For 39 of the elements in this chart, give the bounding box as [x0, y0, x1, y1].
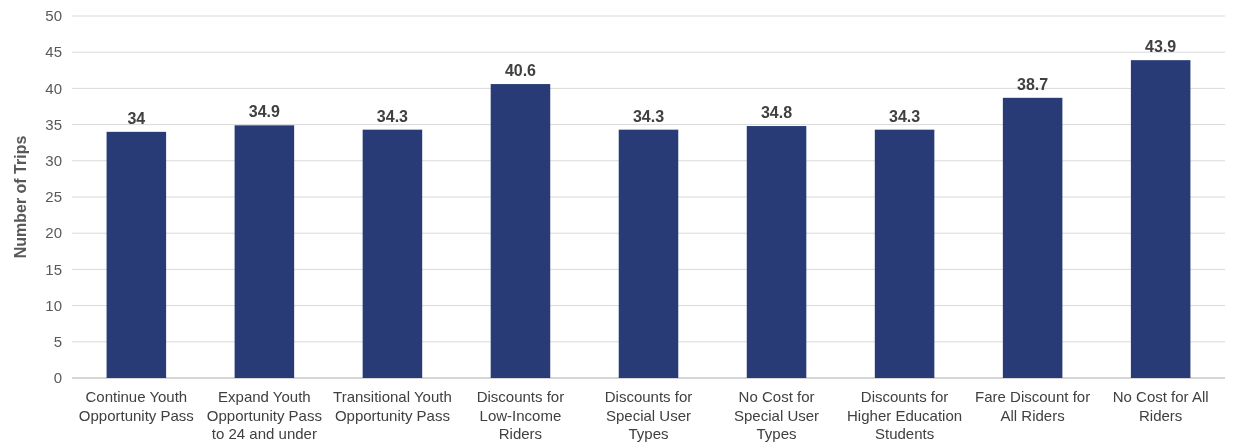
- y-tick-label: 20: [45, 224, 62, 242]
- bar: [234, 125, 295, 378]
- bar: [874, 129, 935, 378]
- y-tick-label: 45: [45, 43, 62, 61]
- x-tick-label: Fare Discount for All Riders: [975, 388, 1091, 424]
- bar: [1130, 60, 1191, 378]
- x-tick-label: Discounts for Special User Types: [604, 388, 693, 442]
- y-tick-label: 5: [53, 333, 62, 351]
- data-label: 43.9: [1145, 38, 1177, 56]
- data-label: 34.3: [889, 107, 921, 125]
- y-tick-label: 40: [45, 79, 62, 97]
- x-tick-label: Discounts for Low-Income Riders: [476, 388, 565, 442]
- x-tick-label: Continue Youth Opportunity Pass: [78, 388, 194, 424]
- data-label: 40.6: [504, 62, 537, 80]
- data-label: 38.7: [1017, 75, 1049, 93]
- x-tick-label: Expand Youth Opportunity Pass to 24 and under: [206, 388, 322, 442]
- bar: [1002, 97, 1063, 378]
- y-tick-label: 35: [45, 115, 62, 133]
- x-tick-label: Discounts for Higher Education Students: [847, 388, 963, 442]
- bar: [106, 131, 167, 378]
- y-tick-label: 30: [45, 152, 62, 170]
- y-tick-label: 25: [45, 188, 62, 206]
- data-label: 34: [127, 109, 146, 127]
- bar: [362, 129, 423, 378]
- data-label: 34.8: [760, 104, 793, 122]
- bar: [746, 126, 807, 378]
- data-label: 34.3: [376, 107, 409, 125]
- data-label: 34.9: [248, 103, 281, 121]
- x-tick-label: No Cost for Special User Types: [734, 388, 820, 442]
- y-tick-label: 15: [45, 260, 62, 278]
- bar: [490, 84, 551, 378]
- y-tick-label: 50: [45, 7, 62, 25]
- bar: [618, 129, 679, 378]
- x-tick-label: Transitional Youth Opportunity Pass: [333, 388, 452, 424]
- data-label: 34.3: [632, 107, 665, 125]
- x-tick-label: No Cost for All Riders: [1112, 388, 1209, 424]
- y-axis-title: Number of Trips: [12, 135, 29, 259]
- y-tick-label: 0: [53, 369, 62, 387]
- y-tick-label: 10: [45, 296, 62, 314]
